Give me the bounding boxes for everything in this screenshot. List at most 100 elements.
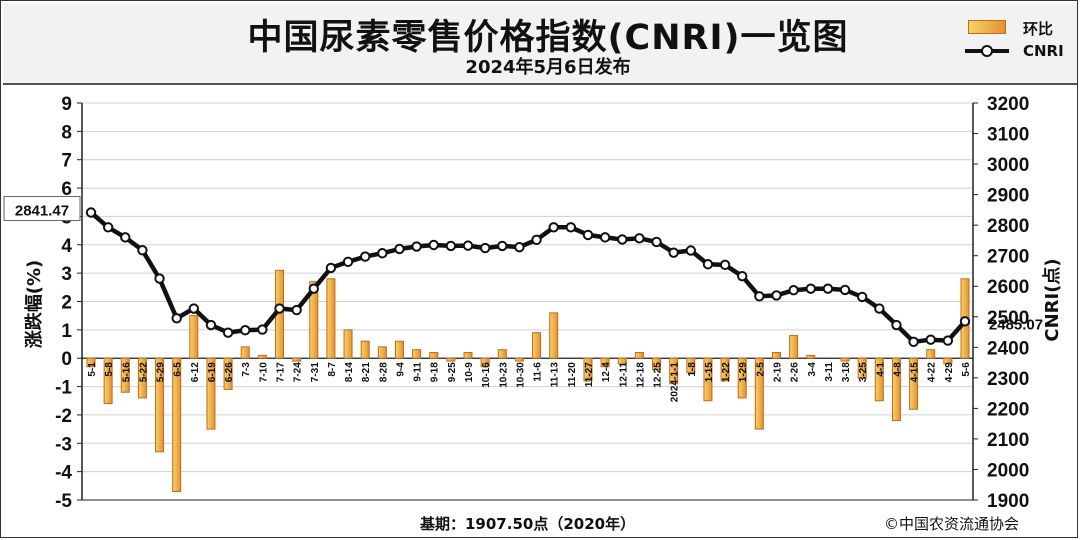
bar <box>720 357 730 382</box>
y-left-tick-label: 3 <box>61 264 72 285</box>
cnri-point <box>565 222 577 233</box>
cnri-point <box>668 247 679 258</box>
y-right-tick-label: 2100 <box>987 430 1029 451</box>
cnri-point <box>102 222 114 233</box>
start-value-label: 2841.47 <box>15 202 69 219</box>
x-tick-label: 2-19 <box>772 362 783 382</box>
legend-item-line: CNRI <box>965 41 1075 61</box>
y-right-tick-label: 2800 <box>987 216 1029 237</box>
x-tick-label: 4-22 <box>927 362 938 382</box>
bar <box>703 357 713 402</box>
y-left-tick-label: 0 <box>61 349 72 370</box>
x-tick-label: 11-13 <box>550 362 561 387</box>
bar <box>600 357 610 368</box>
y-left-tick-label: -2 <box>55 406 72 427</box>
bar <box>514 357 524 362</box>
bar <box>943 357 953 365</box>
x-tick-label: 4-29 <box>944 362 955 382</box>
x-tick-label: 9-18 <box>430 362 441 382</box>
cnri-point <box>497 240 508 252</box>
x-tick-label: 7-24 <box>293 362 304 382</box>
y-left-tick-label: -5 <box>55 491 72 512</box>
x-tick-label: 8-28 <box>378 362 389 382</box>
cnri-point <box>822 283 834 294</box>
bar <box>257 354 267 359</box>
cnri-point <box>359 251 371 262</box>
bar <box>463 352 473 359</box>
bar <box>480 357 490 368</box>
x-tick-label: 5-8 <box>104 362 115 377</box>
x-tick-label: 7-31 <box>310 362 321 382</box>
x-tick-labels: 5-1 5-8 5-16 5-22 5-29 6-5 6-12 6-19 6-26 7-3 7-10… <box>87 362 972 402</box>
x-tick-label: 12-4 <box>601 362 612 382</box>
y-left-tick-label: -4 <box>55 463 72 484</box>
bar <box>412 349 422 359</box>
base-period-note: 基期：1907.50点（2020年） <box>420 515 636 533</box>
bar <box>634 352 644 359</box>
cnri-point <box>188 303 200 314</box>
y-right-tick-label: 2000 <box>987 460 1029 481</box>
cnri-point <box>205 319 217 331</box>
bar <box>120 357 130 393</box>
cnri-point <box>599 232 611 243</box>
bar <box>292 357 302 362</box>
x-tick-label: 3-4 <box>807 362 818 377</box>
bar <box>326 278 336 359</box>
cnri-point <box>154 273 165 284</box>
cnri-line <box>89 210 967 345</box>
cnri-point <box>411 241 422 252</box>
bar <box>789 335 799 359</box>
page-title: 中国尿素零售价格指数(CNRI)一览图 <box>247 18 849 58</box>
x-tick-label: 11-27 <box>584 362 595 387</box>
bar <box>394 340 404 359</box>
bar <box>857 357 867 379</box>
y-right-tick-label: 3000 <box>987 155 1029 176</box>
cnri-point <box>514 241 525 253</box>
x-tick-label: 2-5 <box>755 362 766 377</box>
bar <box>189 315 199 359</box>
x-tick-label: 7-10 <box>258 362 269 382</box>
cnri-point <box>445 240 457 252</box>
y-right-tick-label: 2400 <box>987 338 1029 359</box>
x-tick-label: 7-3 <box>241 362 252 377</box>
y-right-tick-label: 2900 <box>987 186 1029 207</box>
cnri-point <box>548 222 559 233</box>
bar <box>103 357 113 405</box>
y-left-tick-label: 1 <box>61 321 72 342</box>
x-tick-label: 4-8 <box>892 362 903 377</box>
cnri-point <box>685 245 697 256</box>
bar <box>343 329 353 359</box>
bar <box>309 281 319 359</box>
bar <box>497 349 507 359</box>
bar <box>240 346 250 359</box>
y-right-tick-label: 2300 <box>987 369 1029 390</box>
y-right-tick-label: 1900 <box>987 491 1029 512</box>
bar <box>909 357 919 410</box>
x-tick-label: 12-25 <box>653 362 664 388</box>
bar <box>754 357 764 430</box>
y-left-tick-label: -1 <box>55 378 72 399</box>
bar <box>206 357 216 430</box>
x-tick-label: 6-19 <box>207 362 218 382</box>
cnri-point <box>257 324 268 335</box>
cnri-point <box>788 285 799 296</box>
cnri-point <box>325 262 337 274</box>
y-left-tick-label: -3 <box>55 434 72 455</box>
x-tick-label: 9-4 <box>395 362 406 377</box>
y-right-tick-label: 2600 <box>987 277 1029 298</box>
cnri-point <box>291 304 302 316</box>
x-tick-label: 2-26 <box>790 362 801 382</box>
bar-series <box>86 269 970 492</box>
y-left-tick-label: 6 <box>61 179 72 200</box>
x-tick-label: 12-18 <box>635 362 646 388</box>
x-tick-label: 11-6 <box>533 362 544 382</box>
legend-bar-swatch <box>968 20 1006 34</box>
x-tick-label: 3-18 <box>841 362 852 382</box>
cnri-point <box>120 232 131 243</box>
bar <box>926 349 936 359</box>
x-tick-label: 3-25 <box>858 362 869 382</box>
cnri-point <box>805 283 816 294</box>
y-left-tick-label: 9 <box>61 94 72 115</box>
page-subtitle: 2024年5月6日发布 <box>465 57 631 78</box>
bar <box>652 357 662 371</box>
